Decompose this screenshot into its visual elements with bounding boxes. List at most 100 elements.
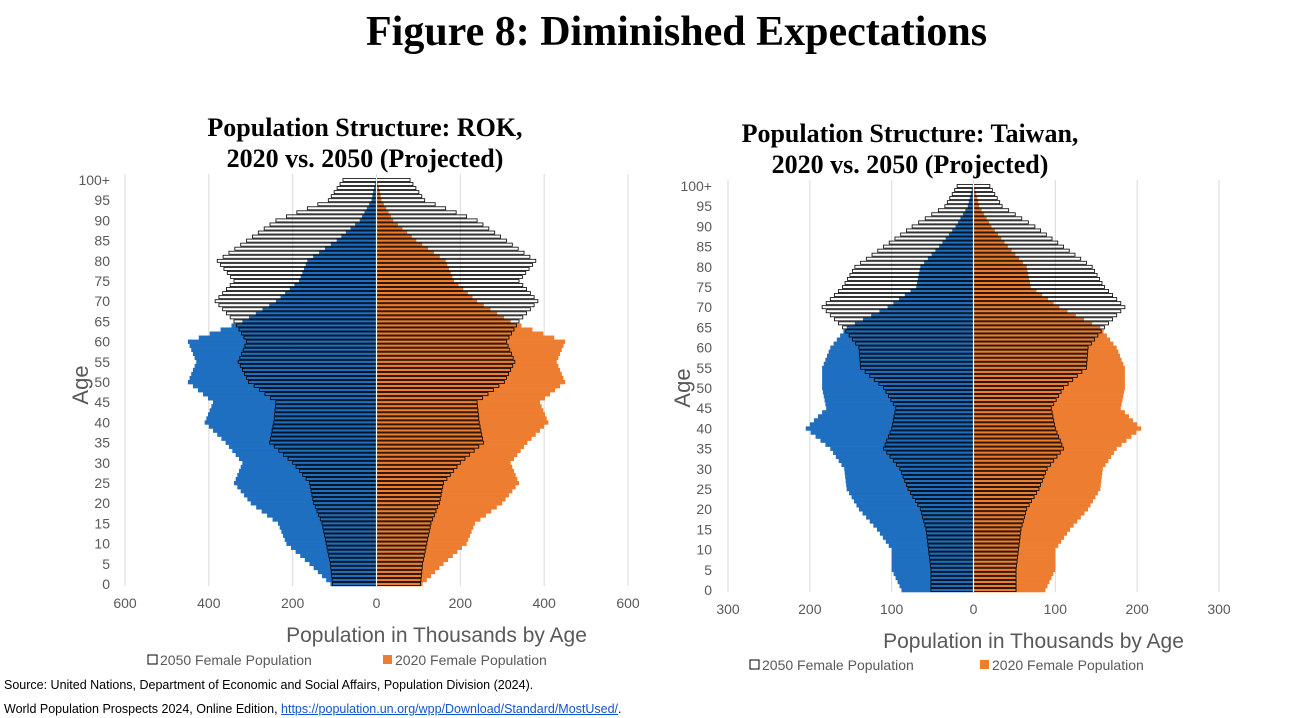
bar-2020-female <box>376 347 562 353</box>
bar-2020-female <box>376 287 464 292</box>
bar-2020-female <box>376 278 455 284</box>
bar-2020-female <box>376 424 545 429</box>
bar-2020-female <box>376 545 463 550</box>
bar-2020-female <box>973 414 1129 419</box>
bar-2020-male <box>891 559 974 565</box>
y-tick-label: 0 <box>102 576 110 592</box>
legend: 2050 Female Population 2020 Female Popula… <box>749 657 1144 673</box>
bar-2050-female <box>376 186 417 191</box>
bar-2020-male <box>326 577 377 583</box>
bar-2020-female <box>376 464 513 470</box>
bar-2020-male <box>207 412 377 417</box>
bar-2020-male <box>247 497 377 502</box>
y-tick-label: 95 <box>696 198 712 214</box>
bar-2020-male <box>242 460 377 466</box>
bar-2020-female <box>973 284 1031 290</box>
legend-swatch-2020 <box>383 655 392 664</box>
bar-2020-female <box>973 474 1102 480</box>
bar-2020-female <box>376 553 453 559</box>
x-tick-label: 400 <box>532 595 556 611</box>
bar-2020-male <box>261 509 377 514</box>
bar-2020-male <box>893 301 974 306</box>
bar-2020-male <box>206 416 377 421</box>
y-tick-label: 50 <box>696 380 712 396</box>
bar-2020-male <box>239 456 377 462</box>
bar-2020-female <box>973 200 979 205</box>
bar-2020-female <box>973 495 1096 500</box>
bar-2050-male <box>327 198 377 203</box>
bar-2020-male <box>931 252 974 258</box>
bar-2020-female <box>973 345 1117 350</box>
bar-2020-female <box>973 208 982 213</box>
bar-2020-female <box>376 242 423 247</box>
bar-2020-female <box>973 313 1076 318</box>
legend: 2050 Female Population 2020 Female Popula… <box>147 652 547 668</box>
bar-2020-female <box>973 446 1117 451</box>
bar-2020-female <box>376 392 551 397</box>
bar-2020-male <box>374 182 377 187</box>
bar-2020-male <box>970 192 974 197</box>
bar-2020-female <box>376 258 446 264</box>
bar-2020-female <box>376 509 492 514</box>
bar-2050-female <box>376 202 436 207</box>
bar-2020-female <box>973 377 1125 383</box>
bar-2050-male <box>951 192 974 197</box>
bar-2020-male <box>830 345 974 350</box>
bar-2020-male <box>217 432 377 437</box>
bar-2020-male <box>824 398 974 403</box>
y-tick-label: 60 <box>94 334 110 350</box>
bar-2020-male <box>208 424 377 429</box>
bar-2020-male <box>838 458 974 464</box>
bar-2020-male <box>823 394 974 399</box>
bar-2050-female <box>376 182 414 186</box>
y-tick-label: 5 <box>704 562 712 578</box>
bar-2020-male <box>284 537 377 542</box>
bar-2020-male <box>242 319 377 324</box>
bar-2020-female <box>973 240 1005 245</box>
bar-2020-male <box>280 295 377 300</box>
source-link[interactable]: https://population.un.org/wpp/Download/S… <box>281 702 619 716</box>
bar-2020-female <box>376 343 564 348</box>
bar-2020-male <box>221 436 377 441</box>
bar-2020-male <box>324 246 377 252</box>
bar-2020-male <box>196 359 377 365</box>
bar-2020-male <box>307 258 377 264</box>
bar-2020-male <box>871 313 974 318</box>
bar-2020-female <box>973 228 995 233</box>
y-tick-label: 65 <box>696 319 712 335</box>
bar-2050-female <box>376 190 420 195</box>
bar-2020-female <box>376 226 403 231</box>
bar-2020-male <box>962 212 974 217</box>
y-tick-label: 35 <box>94 435 110 451</box>
bar-2020-female <box>973 583 1048 589</box>
bar-2020-male <box>207 396 377 401</box>
bar-2050-female <box>376 178 411 182</box>
source-suffix: . <box>618 702 622 716</box>
bar-2020-female <box>376 238 417 243</box>
bar-2020-female <box>376 274 453 280</box>
bar-2020-male <box>255 311 377 316</box>
bar-2020-male <box>309 561 377 567</box>
bar-2020-male <box>300 553 377 559</box>
bar-2020-female <box>973 373 1125 379</box>
bar-2020-male <box>822 381 974 387</box>
bar-2020-female <box>973 466 1103 472</box>
bar-2020-female <box>973 337 1111 342</box>
bar-2020-female <box>973 204 980 209</box>
bar-2020-female <box>973 519 1078 524</box>
bar-2020-female <box>376 549 458 554</box>
bar-2020-male <box>350 226 377 231</box>
bar-2020-male <box>948 232 974 237</box>
bar-2020-female <box>376 202 384 207</box>
bar-2020-male <box>187 339 377 344</box>
bar-2020-male <box>920 264 974 270</box>
bar-2020-male <box>302 270 377 276</box>
bar-2020-female <box>973 272 1029 278</box>
bar-2020-female <box>973 385 1125 391</box>
bar-2020-male <box>240 464 377 470</box>
y-tick-label: 0 <box>704 582 712 598</box>
bar-2020-female <box>376 198 382 203</box>
bar-2020-female <box>973 212 985 217</box>
bar-2020-female <box>376 444 525 449</box>
bar-2020-female <box>973 357 1122 363</box>
